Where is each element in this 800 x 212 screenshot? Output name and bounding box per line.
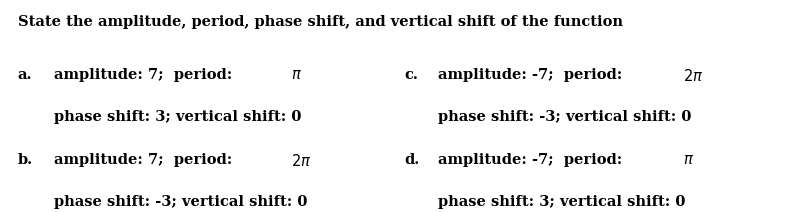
Text: $\pi$: $\pi$ bbox=[682, 153, 694, 167]
Text: amplitude: -7;  period:: amplitude: -7; period: bbox=[438, 153, 628, 167]
Text: amplitude: 7;  period:: amplitude: 7; period: bbox=[54, 153, 238, 167]
Text: phase shift: -3; vertical shift: 0: phase shift: -3; vertical shift: 0 bbox=[438, 110, 692, 124]
Text: b.: b. bbox=[18, 153, 33, 167]
Text: State the amplitude, period, phase shift, and vertical shift of the function: State the amplitude, period, phase shift… bbox=[18, 15, 628, 29]
Text: $2\pi$: $2\pi$ bbox=[682, 68, 703, 84]
Text: amplitude: -7;  period:: amplitude: -7; period: bbox=[438, 68, 628, 82]
Text: a.: a. bbox=[18, 68, 32, 82]
Text: $\pi$: $\pi$ bbox=[291, 68, 302, 82]
Text: amplitude: 7;  period:: amplitude: 7; period: bbox=[54, 68, 238, 82]
Text: c.: c. bbox=[404, 68, 418, 82]
Text: phase shift: 3; vertical shift: 0: phase shift: 3; vertical shift: 0 bbox=[54, 110, 302, 124]
Text: $2\pi$: $2\pi$ bbox=[291, 153, 311, 169]
Text: phase shift: 3; vertical shift: 0: phase shift: 3; vertical shift: 0 bbox=[438, 195, 686, 209]
Text: d.: d. bbox=[404, 153, 419, 167]
Text: phase shift: -3; vertical shift: 0: phase shift: -3; vertical shift: 0 bbox=[54, 195, 308, 209]
